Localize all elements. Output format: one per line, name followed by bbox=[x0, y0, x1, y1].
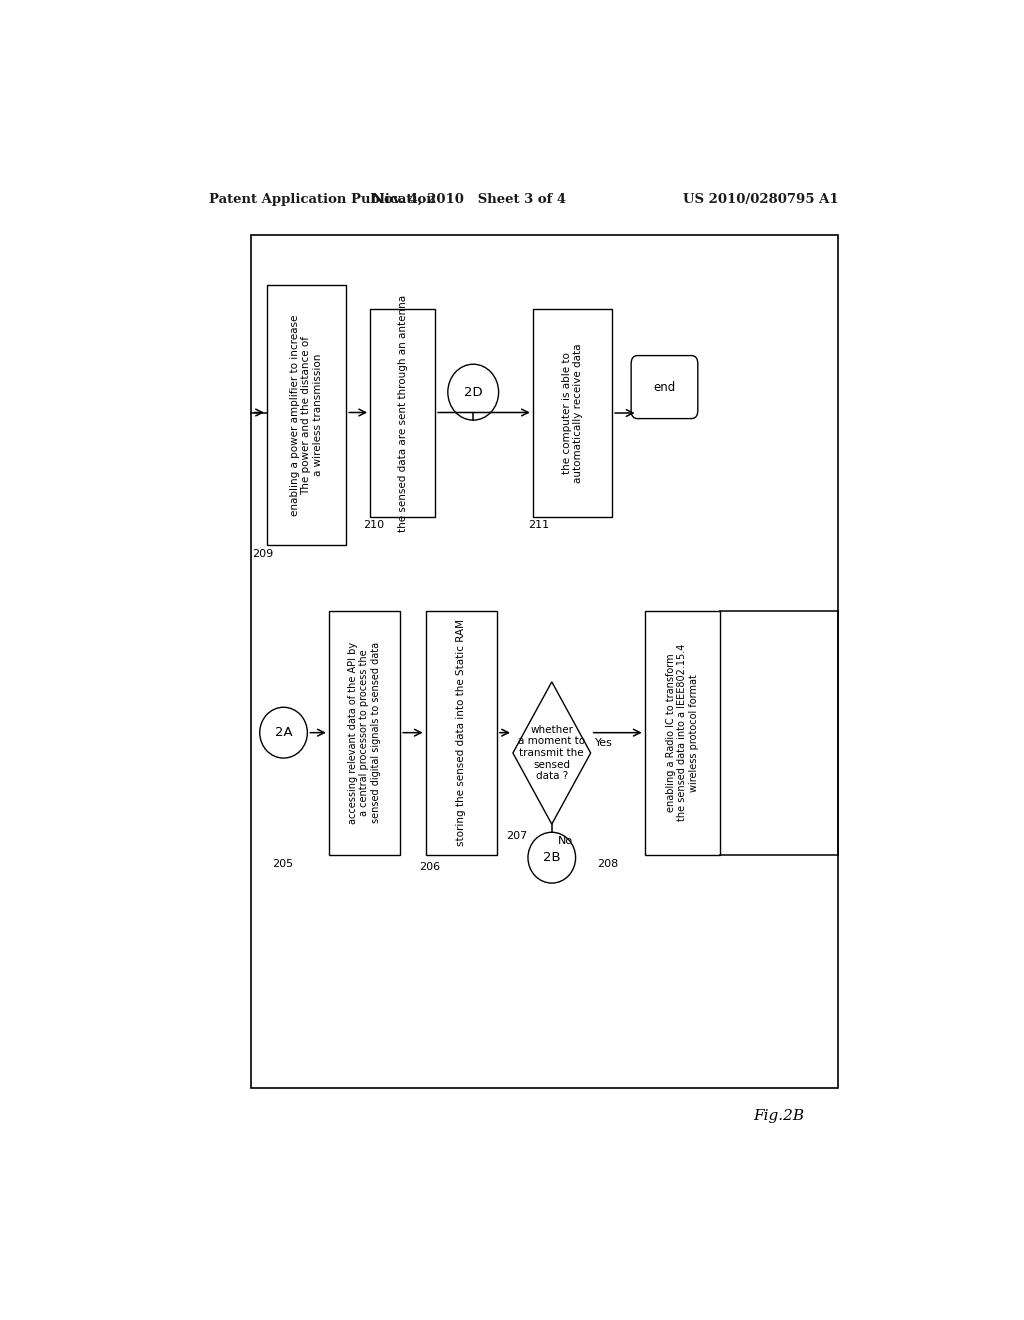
Bar bbox=[251, 235, 839, 1089]
Text: 206: 206 bbox=[419, 862, 440, 871]
FancyBboxPatch shape bbox=[631, 355, 697, 418]
Bar bbox=[645, 611, 720, 854]
Text: Yes: Yes bbox=[595, 738, 613, 748]
Text: the sensed data are sent through an antenna: the sensed data are sent through an ante… bbox=[397, 294, 408, 532]
Text: 208: 208 bbox=[597, 859, 618, 869]
Text: 2A: 2A bbox=[274, 726, 293, 739]
Polygon shape bbox=[513, 682, 591, 824]
Bar bbox=[370, 309, 435, 517]
Text: 205: 205 bbox=[272, 859, 294, 869]
Ellipse shape bbox=[260, 708, 307, 758]
Bar bbox=[329, 611, 400, 854]
Text: 207: 207 bbox=[507, 832, 527, 841]
Text: whether
a moment to
transmit the
sensed
data ?: whether a moment to transmit the sensed … bbox=[518, 725, 586, 781]
Text: the computer is able to
automatically receive data: the computer is able to automatically re… bbox=[561, 343, 584, 483]
Text: 211: 211 bbox=[528, 520, 549, 531]
Text: 2B: 2B bbox=[543, 851, 560, 865]
Text: Fig.2B: Fig.2B bbox=[754, 1109, 804, 1123]
Bar bbox=[532, 309, 612, 517]
Text: storing the sensed data into the Static RAM: storing the sensed data into the Static … bbox=[457, 619, 466, 846]
Bar bbox=[267, 285, 346, 545]
Text: Patent Application Publication: Patent Application Publication bbox=[209, 193, 435, 206]
Text: accessing relevant data of the API by
a central processor to process the
sensed : accessing relevant data of the API by a … bbox=[348, 642, 381, 824]
Text: US 2010/0280795 A1: US 2010/0280795 A1 bbox=[683, 193, 839, 206]
Ellipse shape bbox=[447, 364, 499, 420]
Text: enabling a power amplifier to increase
The power and the distance of
a wireless : enabling a power amplifier to increase T… bbox=[290, 314, 324, 516]
Ellipse shape bbox=[528, 833, 575, 883]
Text: 2D: 2D bbox=[464, 385, 482, 399]
Bar bbox=[426, 611, 497, 854]
Text: end: end bbox=[653, 380, 676, 393]
Text: 210: 210 bbox=[362, 520, 384, 531]
Text: No: No bbox=[558, 837, 573, 846]
Text: enabling a Radio IC to transform
the sensed data into a IEEE802.15.4
wireless pr: enabling a Radio IC to transform the sen… bbox=[666, 644, 699, 821]
Text: 209: 209 bbox=[252, 549, 273, 558]
Text: Nov. 4, 2010   Sheet 3 of 4: Nov. 4, 2010 Sheet 3 of 4 bbox=[372, 193, 566, 206]
